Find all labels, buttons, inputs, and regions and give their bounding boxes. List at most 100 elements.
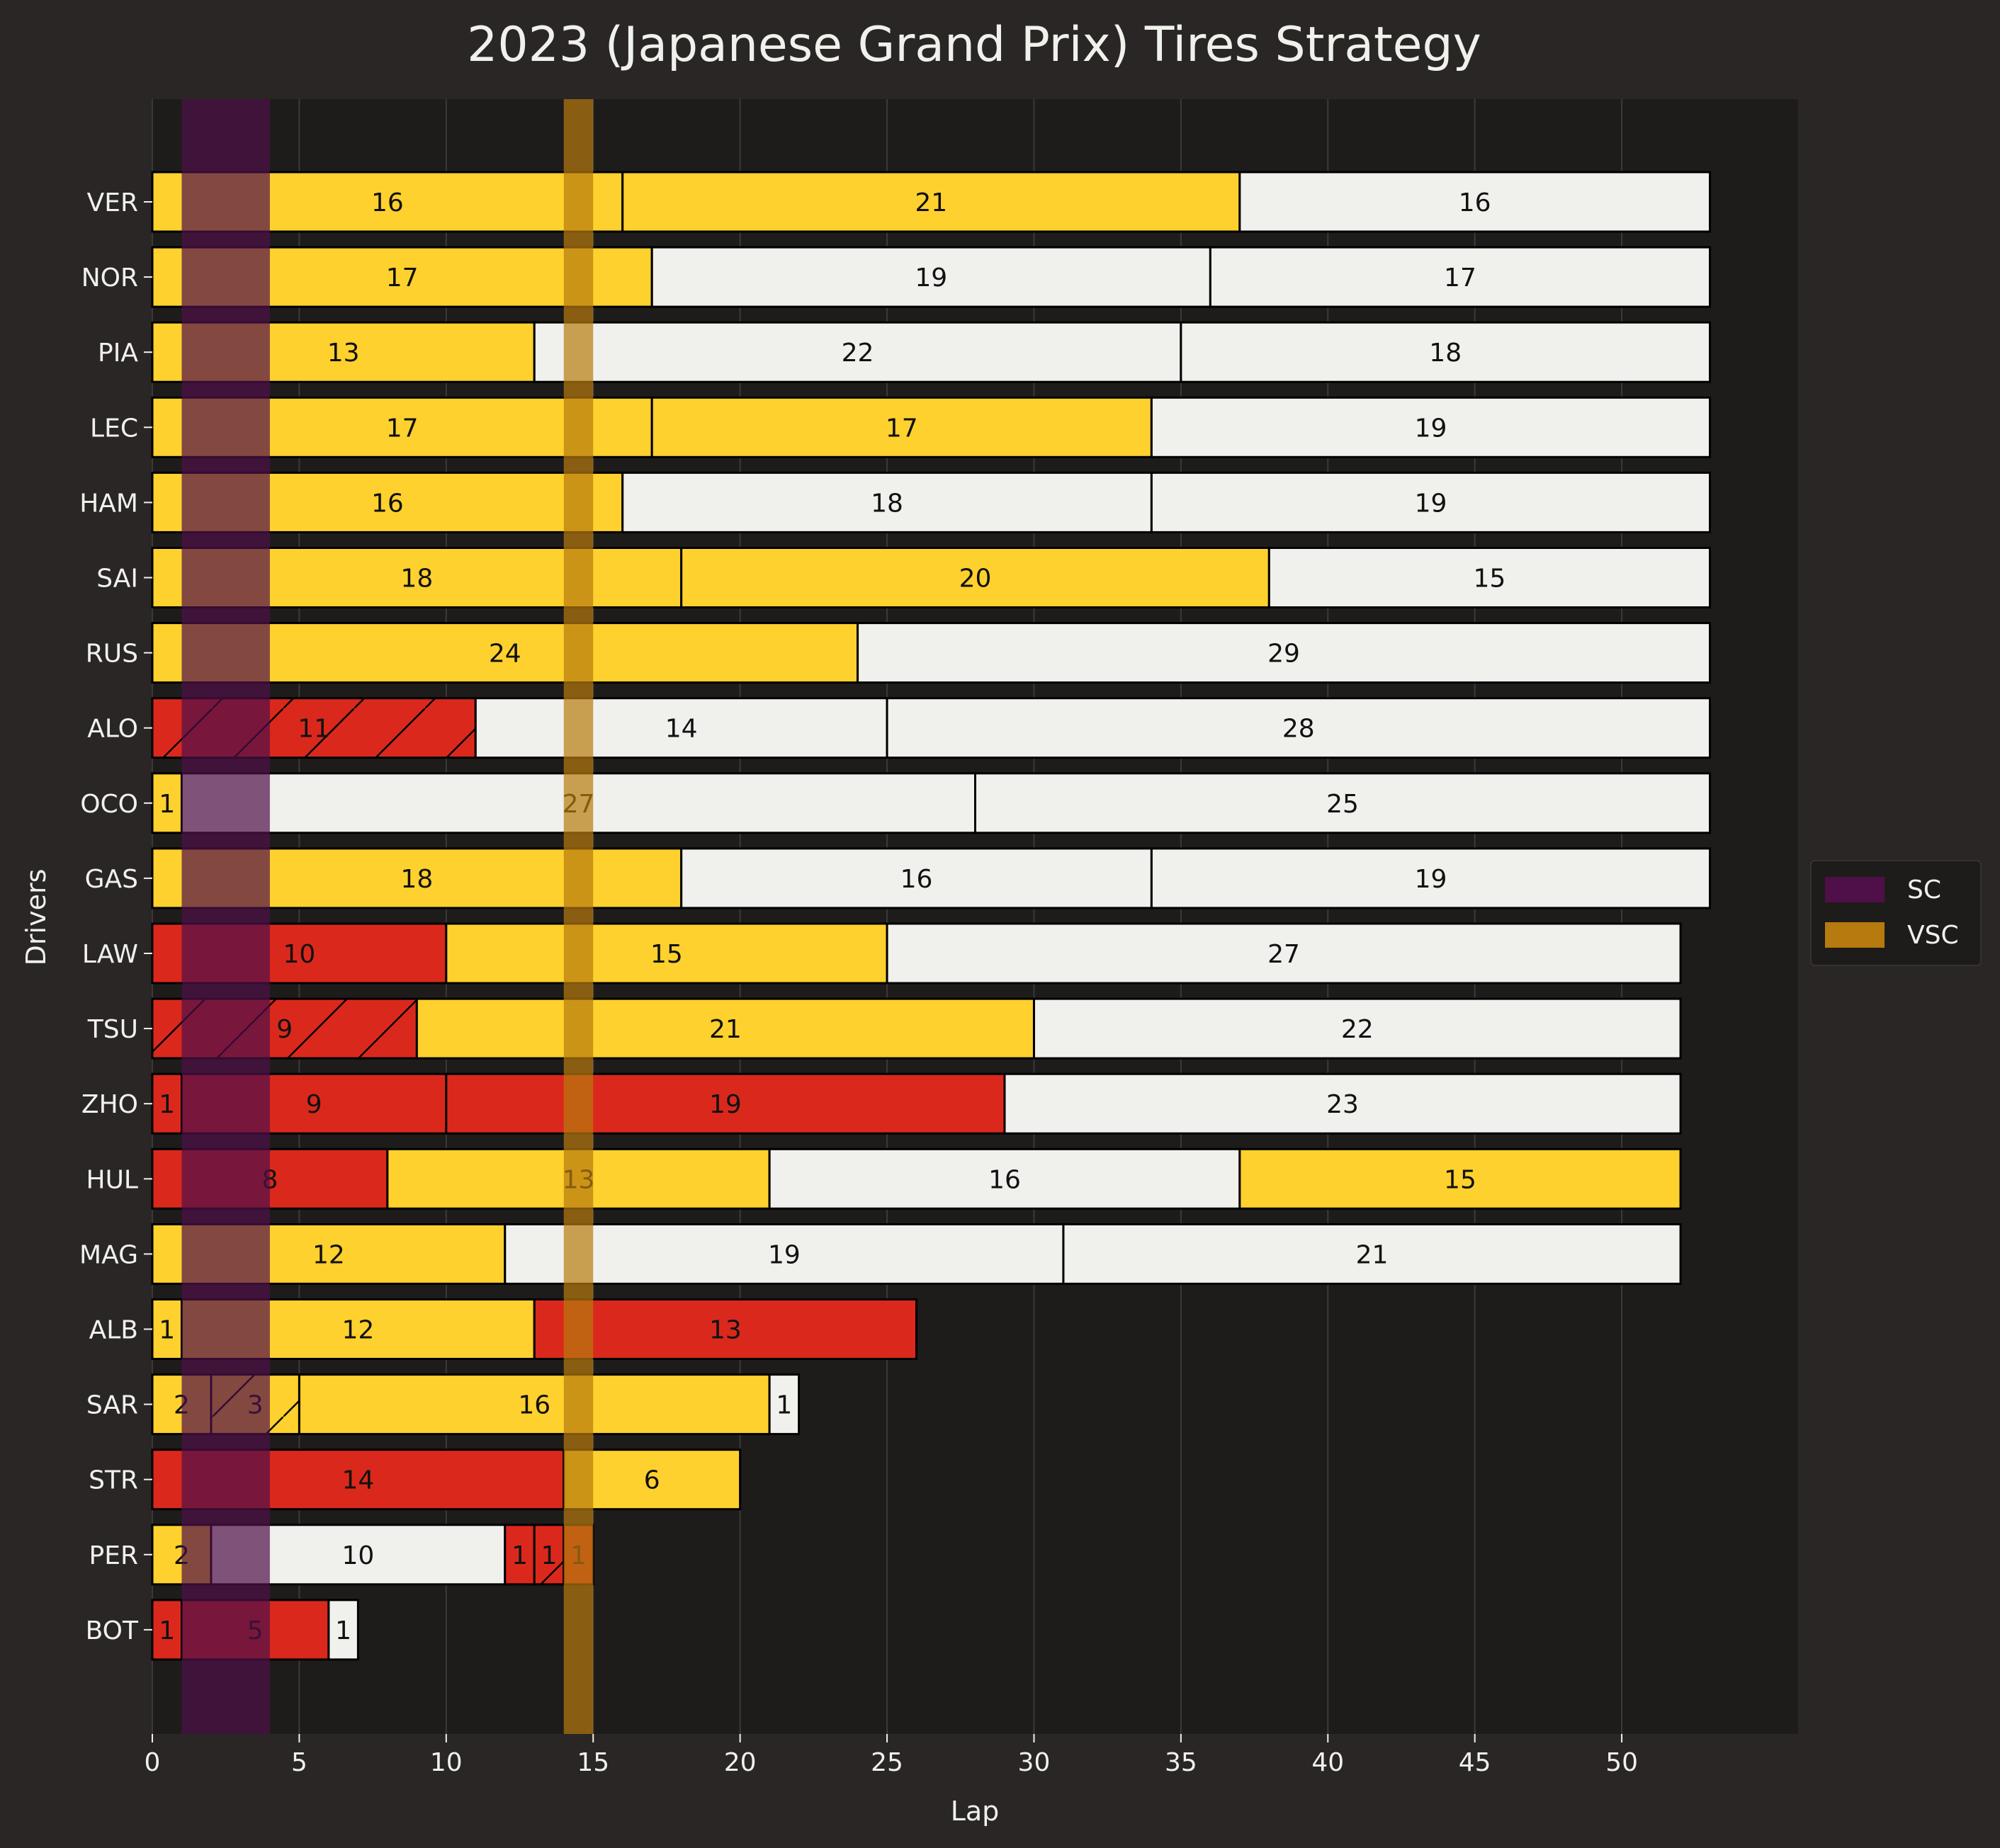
- driver-label: SAI: [96, 565, 138, 594]
- stint-bar: [1180, 321, 1712, 383]
- stint-laps-label: 9: [306, 1090, 322, 1119]
- stint-bar: [1003, 1072, 1682, 1135]
- stint-laps-label: 12: [341, 1316, 374, 1345]
- y-axis: VER NOR PIA LEC HAM SAI RUS ALO OCO GAS LAW TSU ZHO H…: [79, 188, 152, 1645]
- stint-laps-label: 15: [1474, 565, 1506, 594]
- stint-laps-label: 19: [768, 1240, 801, 1269]
- stint-laps-label: 17: [386, 414, 419, 443]
- stint-laps-label: 19: [1415, 414, 1447, 443]
- stint-laps-label: 18: [1429, 339, 1462, 368]
- x-tick-label: 15: [577, 1748, 609, 1777]
- stint-laps-label: 24: [489, 640, 521, 669]
- stint-bar: [621, 471, 1153, 533]
- stint-laps-label: 19: [1415, 489, 1447, 518]
- stint-bar: [445, 1072, 1006, 1135]
- stint-laps-label: 28: [1282, 715, 1315, 744]
- stint-bar: [327, 1599, 359, 1661]
- stint-bar: [680, 847, 1153, 909]
- x-tick-label: 40: [1311, 1748, 1344, 1777]
- legend-swatch-vsc: [1825, 922, 1885, 948]
- stint-laps-label: 22: [1341, 1015, 1374, 1044]
- driver-label: VER: [87, 188, 138, 217]
- stint-bar: [886, 922, 1682, 985]
- driver-label: STR: [89, 1466, 138, 1495]
- stint-bar: [650, 246, 1211, 308]
- x-tick-label: 10: [430, 1748, 463, 1777]
- driver-label: ZHO: [81, 1090, 138, 1119]
- driver-label: GAS: [85, 865, 138, 894]
- driver-label: HAM: [79, 489, 138, 518]
- stint-bar: [533, 1298, 918, 1360]
- driver-label: NOR: [81, 263, 138, 293]
- legend-label-sc: SC: [1907, 875, 1941, 905]
- x-tick-label: 45: [1459, 1748, 1491, 1777]
- x-tick-label: 50: [1605, 1748, 1638, 1777]
- stint-bar: [1150, 471, 1712, 533]
- stint-laps-label: 1: [159, 1316, 175, 1345]
- stint-bar: [1209, 246, 1712, 308]
- stint-laps-label: 10: [283, 940, 316, 969]
- stint-laps-label: 16: [371, 489, 404, 518]
- y-axis-label: Drivers: [21, 869, 52, 966]
- stint-laps-label: 14: [341, 1466, 374, 1495]
- stint-laps-label: 18: [400, 865, 433, 894]
- stint-laps-label: 15: [1444, 1165, 1476, 1194]
- driver-label: SAR: [86, 1391, 138, 1420]
- stint-laps-label: 1: [541, 1541, 558, 1570]
- stint-laps-label: 19: [1415, 865, 1447, 894]
- stint-laps-label: 21: [1356, 1240, 1389, 1269]
- stint-laps-label: 14: [665, 715, 698, 744]
- driver-label: LAW: [82, 940, 138, 969]
- chart-title: 2023 (Japanese Grand Prix) Tires Strateg…: [467, 17, 1481, 73]
- stint-bar: [415, 997, 1035, 1060]
- x-tick-label: 30: [1018, 1748, 1051, 1777]
- stint-laps-label: 17: [386, 263, 419, 293]
- legend: SC VSC: [1810, 860, 1982, 966]
- stint-laps-label: 9: [276, 1015, 293, 1044]
- x-tick-label: 25: [871, 1748, 903, 1777]
- stint-laps-label: 20: [959, 565, 992, 594]
- stint-laps-label: 25: [1326, 790, 1359, 819]
- driver-label: PIA: [98, 339, 138, 368]
- stint-laps-label: 16: [1459, 188, 1491, 217]
- stint-laps-label: 21: [709, 1015, 742, 1044]
- stint-laps-label: 18: [871, 489, 903, 518]
- stint-laps-label: 11: [298, 715, 330, 744]
- stint-bar: [1238, 1147, 1682, 1210]
- x-tick-label: 5: [291, 1748, 307, 1777]
- stint-bar: [533, 321, 1182, 383]
- stint-bar: [650, 396, 1153, 458]
- stint-laps-label: 6: [644, 1466, 660, 1495]
- driver-label: TSU: [87, 1015, 138, 1044]
- stint-laps-label: 15: [650, 940, 683, 969]
- driver-label: PER: [89, 1541, 138, 1570]
- vsc-band: [563, 99, 594, 1734]
- stint-laps-label: 16: [371, 188, 404, 217]
- stint-laps-label: 1: [335, 1616, 351, 1645]
- legend-swatch-sc: [1825, 877, 1885, 902]
- stint-laps-label: 1: [776, 1391, 792, 1420]
- driver-label: RUS: [86, 640, 138, 669]
- x-tick-label: 0: [145, 1748, 161, 1777]
- driver-label: LEC: [90, 414, 138, 443]
- stint-bar: [1150, 396, 1712, 458]
- stint-bar: [974, 772, 1712, 834]
- driver-label: HUL: [86, 1165, 138, 1194]
- stint-laps-label: 1: [159, 790, 175, 819]
- legend-label-vsc: VSC: [1907, 921, 1959, 950]
- stint-laps-label: 17: [886, 414, 918, 443]
- used-tire-hatch: [534, 1524, 564, 1585]
- stint-laps-label: 16: [518, 1391, 550, 1420]
- stint-laps-label: 16: [988, 1165, 1021, 1194]
- stint-bar: [857, 622, 1712, 684]
- stint-laps-label: 17: [1444, 263, 1476, 293]
- sc-band: [181, 99, 270, 1734]
- driver-label: MAG: [79, 1240, 138, 1269]
- stint-bar: [1150, 847, 1712, 909]
- driver-label: OCO: [80, 790, 138, 819]
- stint-laps-label: 21: [915, 188, 947, 217]
- x-axis-label: Lap: [951, 1796, 1000, 1827]
- x-tick-label: 35: [1165, 1748, 1197, 1777]
- stint-bar: [768, 1373, 801, 1436]
